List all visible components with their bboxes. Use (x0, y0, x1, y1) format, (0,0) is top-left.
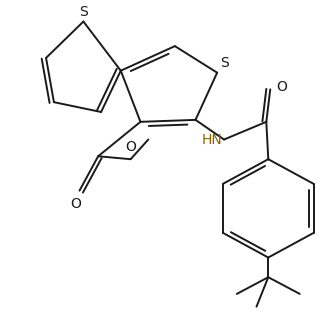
Text: O: O (276, 80, 287, 95)
Text: S: S (220, 56, 229, 70)
Text: HN: HN (201, 132, 222, 146)
Text: O: O (70, 197, 81, 211)
Text: O: O (125, 140, 136, 154)
Text: S: S (79, 5, 88, 18)
